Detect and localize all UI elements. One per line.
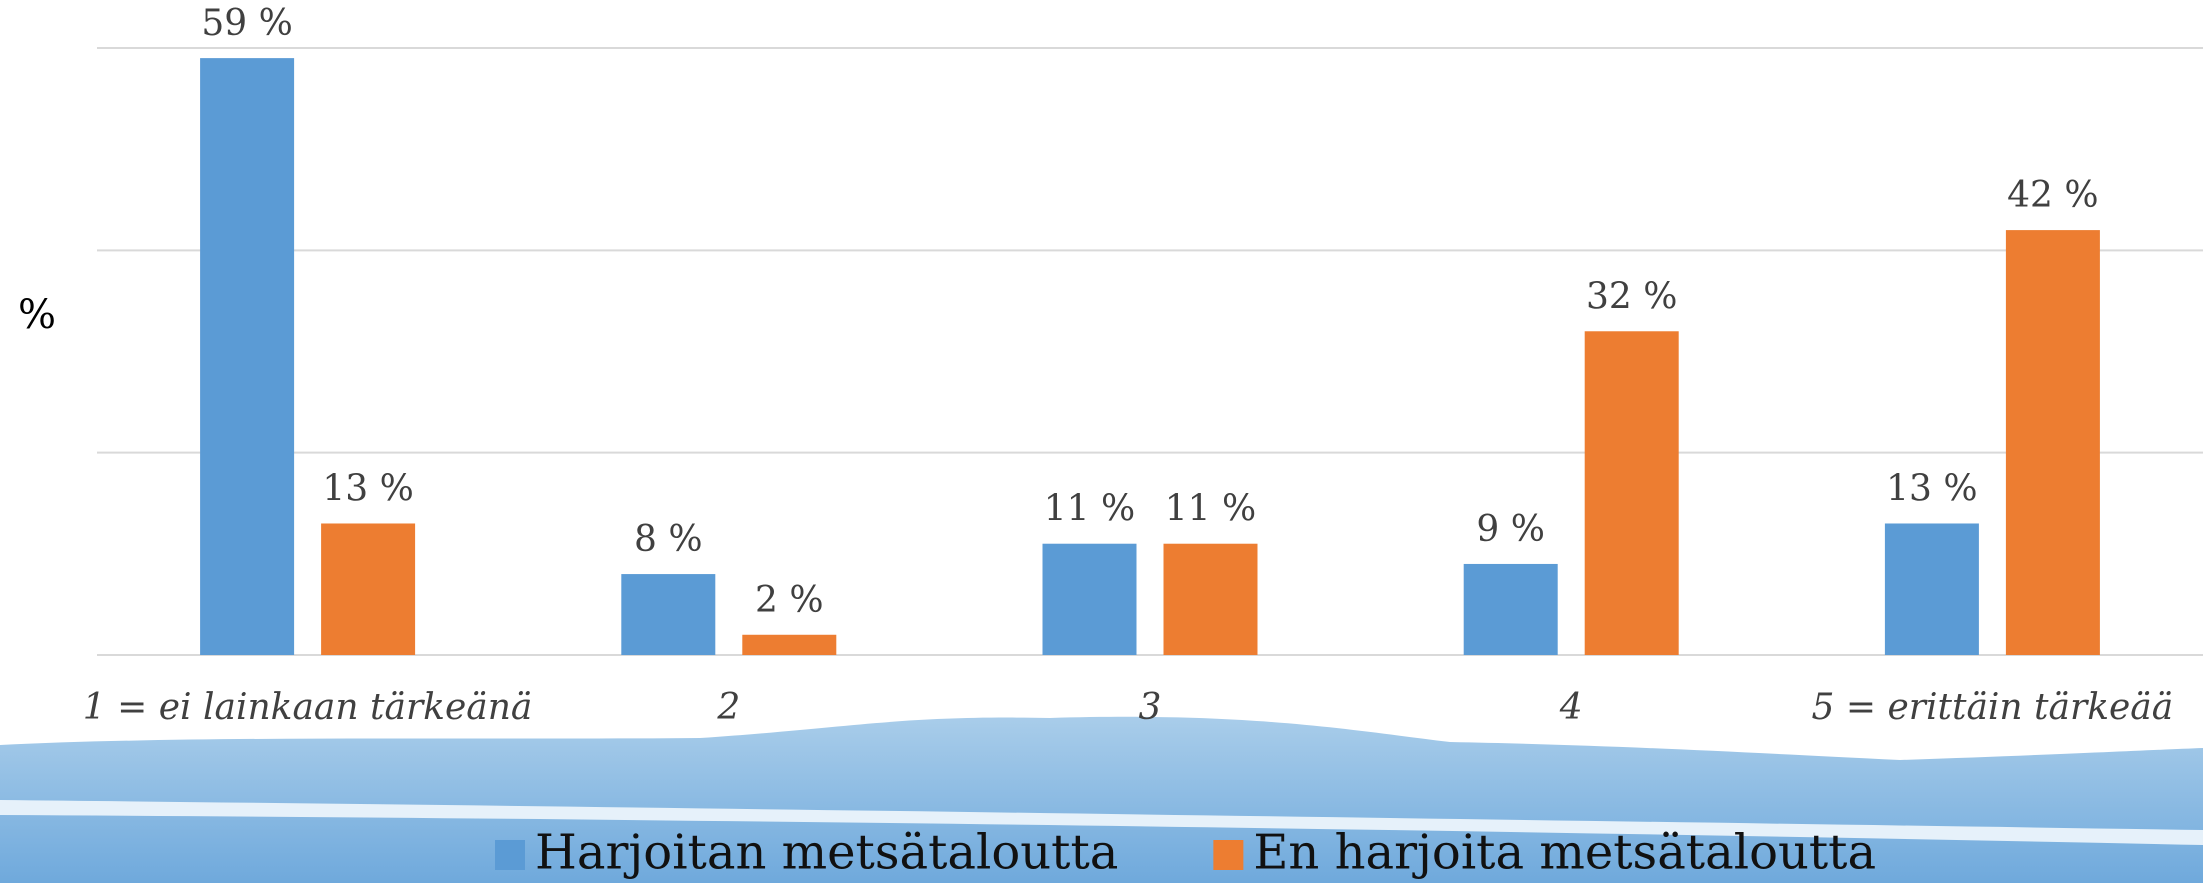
legend-swatch (1213, 840, 1243, 870)
chart: % 1 = ei lainkaan tärkeänä 59 % 13 % 2 8 % 2 … (0, 0, 2203, 883)
data-label: 9 % (1476, 509, 1545, 550)
x-tick-label: 2 (716, 687, 740, 728)
data-label: 59 % (201, 3, 292, 44)
bar (1043, 544, 1137, 655)
bar (2006, 230, 2100, 655)
bar (1464, 564, 1558, 655)
data-label: 32 % (1586, 276, 1677, 317)
data-label: 42 % (2007, 175, 2098, 216)
data-label: 13 % (322, 468, 413, 509)
x-tick-label: 4 (1559, 687, 1583, 728)
data-label: 8 % (634, 519, 703, 560)
bar (1585, 331, 1679, 655)
y-axis-label: % (18, 292, 56, 338)
legend-swatch (495, 840, 525, 870)
bar (742, 635, 836, 655)
x-tick-label: 5 = erittäin tärkeää (1812, 687, 2174, 728)
data-label: 11 % (1044, 489, 1135, 530)
legend-label: Harjoitan metsätaloutta (535, 825, 1118, 881)
data-label: 2 % (755, 580, 824, 621)
bar (200, 58, 294, 655)
data-label: 11 % (1165, 489, 1256, 530)
bar (321, 523, 415, 655)
bar (1885, 523, 1979, 655)
x-tick-label: 1 = ei lainkaan tärkeänä (83, 687, 533, 728)
x-tick-label: 3 (1139, 687, 1162, 728)
bar (1164, 544, 1258, 655)
bar (621, 574, 715, 655)
legend-label: En harjoita metsätaloutta (1253, 825, 1876, 881)
data-label: 13 % (1886, 468, 1977, 509)
